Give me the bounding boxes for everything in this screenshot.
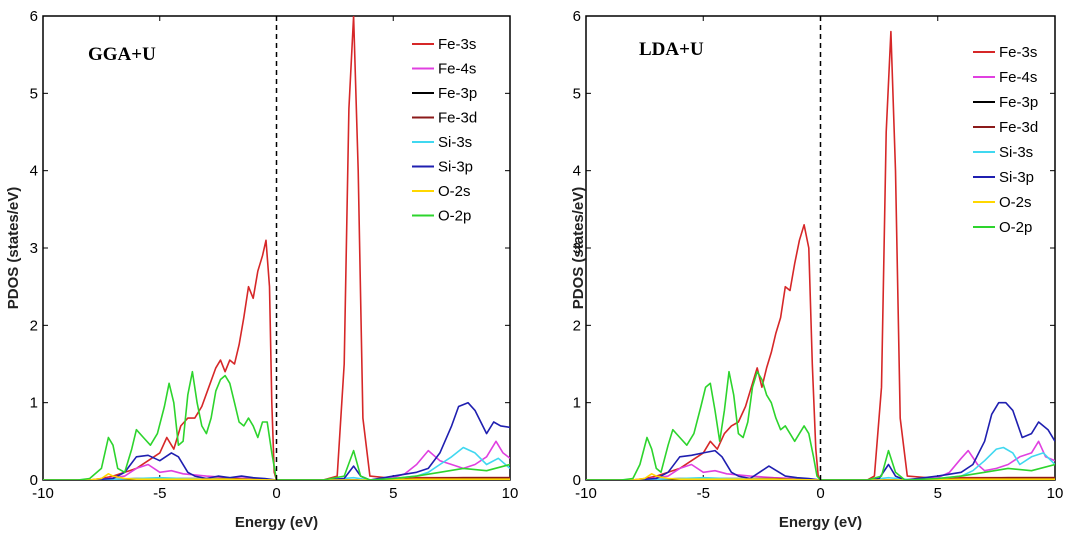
series-line-si-3p	[43, 401, 510, 480]
x-tick-label: 5	[934, 485, 942, 502]
legend-label-fe-4s: Fe-4s	[438, 61, 476, 78]
y-tick-label: 5	[30, 85, 38, 102]
legend-label-o-2s: O-2s	[999, 194, 1032, 211]
method-label: GGA+U	[88, 44, 156, 65]
chart-panel-lda-u: -10 -5 0 5 10 0 1 2 3 4 5 6 LDA+U Fe-3s Fe-4s Fe-3p Fe-3…	[543, 0, 1086, 535]
series-group	[586, 30, 1055, 480]
legend-label-o-2s: O-2s	[438, 183, 471, 200]
y-axis-label: PDOS (states/eV)	[570, 187, 587, 310]
method-label: LDA+U	[639, 39, 704, 60]
series-line-o-2s	[43, 472, 510, 480]
x-tick-label: 0	[272, 485, 280, 502]
y-tick-label: 5	[573, 85, 581, 102]
legend-label-o-2p: O-2p	[999, 219, 1032, 236]
y-tick-label: 6	[30, 8, 38, 25]
x-tick-label: -5	[697, 485, 710, 502]
x-tick-label: 0	[816, 485, 824, 502]
y-tick-label: 3	[573, 240, 581, 257]
y-tick-label: 2	[30, 317, 38, 334]
x-axis-label: Energy (eV)	[235, 514, 318, 531]
y-tick-label: 4	[573, 163, 581, 180]
series-line-fe-4s	[43, 440, 510, 480]
y-tick-label: 4	[30, 163, 38, 180]
x-tick-label: 10	[1047, 485, 1064, 502]
legend-label-si-3p: Si-3p	[999, 169, 1034, 186]
series-line-fe-3s	[43, 16, 510, 480]
y-tick-label: 2	[573, 317, 581, 334]
x-tick-label: -5	[153, 485, 166, 502]
y-tick-label: 0	[573, 472, 581, 489]
x-tick-label: -10	[32, 485, 54, 502]
series-group	[43, 16, 510, 480]
series-line-o-2s	[586, 472, 1055, 480]
y-tick-label: 1	[30, 395, 38, 412]
series-line-fe-3s	[586, 30, 1055, 480]
legend-label-o-2p: O-2p	[438, 208, 471, 225]
series-line-fe-4s	[586, 440, 1055, 480]
legend-label-fe-3p: Fe-3p	[999, 94, 1038, 111]
legend: Fe-3s Fe-4s Fe-3p Fe-3d Si-3s Si-3p O-2s O-2p	[412, 36, 477, 225]
x-axis-label: Energy (eV)	[779, 514, 862, 531]
legend-label-fe-3s: Fe-3s	[999, 44, 1037, 61]
legend-label-fe-3p: Fe-3p	[438, 85, 477, 102]
legend-label-si-3p: Si-3p	[438, 159, 473, 176]
y-tick-label: 6	[573, 8, 581, 25]
legend-label-fe-3d: Fe-3d	[438, 110, 477, 127]
plot-area-frame	[585, 15, 1056, 481]
legend-label-si-3s: Si-3s	[438, 134, 472, 151]
series-line-o-2p	[43, 370, 510, 480]
legend-label-si-3s: Si-3s	[999, 144, 1033, 161]
y-tick-label: 0	[30, 472, 38, 489]
legend-label-fe-4s: Fe-4s	[999, 69, 1037, 86]
x-tick-label: 10	[502, 485, 519, 502]
chart-panel-gga-u: -10 -5 0 5 10 0 1 2 3 4 5 6 GGA+U Fe-3s Fe-4s Fe-3p Fe-3…	[5, 8, 519, 531]
legend-label-fe-3d: Fe-3d	[999, 119, 1038, 136]
legend-label-fe-3s: Fe-3s	[438, 36, 476, 53]
series-line-si-3p	[586, 401, 1055, 480]
y-tick-label: 1	[573, 395, 581, 412]
y-axis-label: PDOS (states/eV)	[5, 187, 22, 310]
series-line-o-2p	[586, 370, 1055, 480]
x-tick-label: 5	[389, 485, 397, 502]
legend: Fe-3s Fe-4s Fe-3p Fe-3d Si-3s Si-3p O-2s O-2p	[973, 44, 1038, 236]
y-tick-label: 3	[30, 240, 38, 257]
x-tick-label: -10	[575, 485, 597, 502]
